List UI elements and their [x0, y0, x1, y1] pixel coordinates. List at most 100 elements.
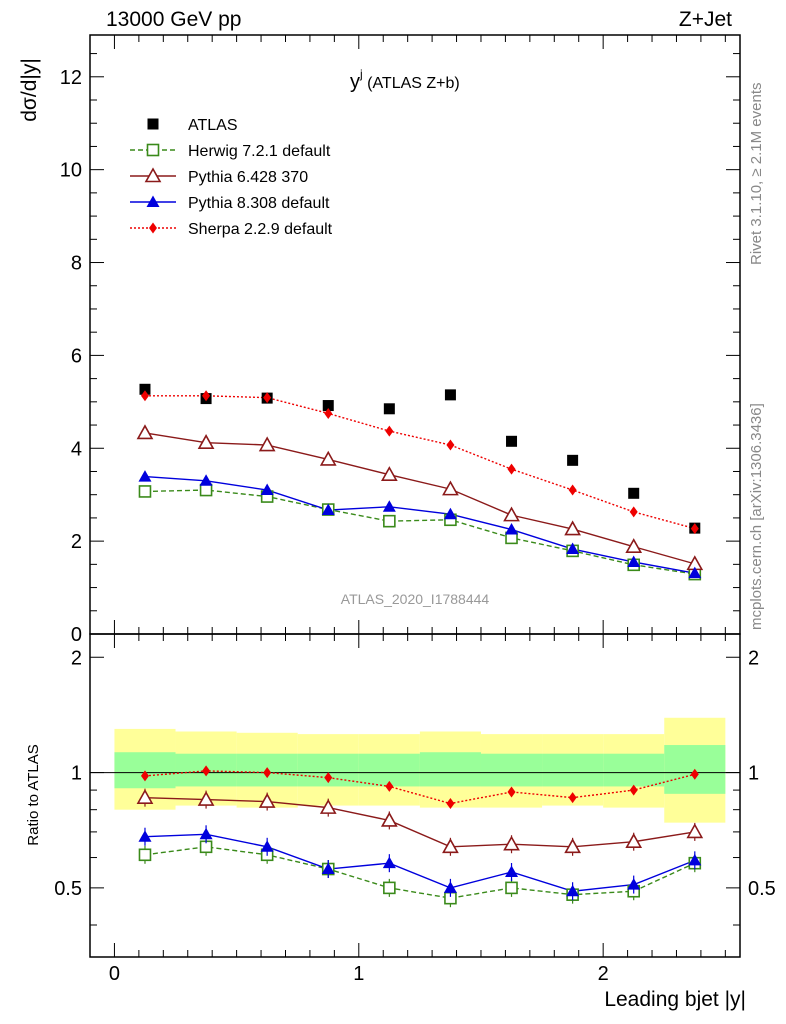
point-atlas: [567, 454, 579, 466]
ratio-point-sherpa-2-2-9-default: [446, 798, 455, 810]
header-energy-label: 13000 GeV pp: [106, 8, 241, 31]
ratio-point-sherpa-2-2-9-default: [140, 770, 149, 782]
ratio-band-inner: [419, 752, 481, 787]
main-y-tick-label: 2: [71, 531, 82, 553]
legend-marker-pythia-8-308-default: [146, 195, 160, 207]
ratio-point-pythia-6-428-370: [380, 811, 398, 827]
point-atlas: [383, 403, 395, 415]
point-sherpa-2-2-9-default: [140, 390, 149, 402]
ratio-point-herwig-7-2-1-default: [138, 848, 152, 862]
point-pythia-8-308-default: [260, 483, 274, 496]
point-pythia-8-308-default: [505, 523, 519, 535]
ratio-point-herwig-7-2-1-default: [383, 881, 396, 895]
ratio-uncertainty-bands: [90, 717, 740, 823]
main-y-axis-label: dσ/d|y|: [18, 58, 41, 122]
main-plot-series: [136, 383, 704, 581]
point-pythia-8-308-default: [443, 507, 457, 520]
point-pythia-8-308-default: [566, 542, 580, 555]
point-pythia-8-308-default: [382, 500, 396, 512]
legend-marker-herwig-7-2-1-default: [146, 143, 160, 157]
ratio-y-tick-label-right: 0.5: [748, 878, 776, 900]
ratio-y-axis-label: Ratio to ATLAS: [25, 744, 42, 845]
legend-label-atlas: ATLAS: [188, 117, 238, 134]
ratio-point-sherpa-2-2-9-default: [324, 772, 333, 784]
legend-marker-sherpa-2-2-9-default: [149, 222, 157, 234]
point-pythia-8-308-default: [321, 503, 335, 516]
point-sherpa-2-2-9-default: [324, 407, 333, 419]
mcplots-side-label: mcplots.cern.ch [arXiv:1306.3436]: [748, 403, 765, 630]
point-sherpa-2-2-9-default: [507, 463, 516, 475]
point-sherpa-2-2-9-default: [690, 523, 699, 535]
ratio-point-pythia-8-308-default: [505, 865, 519, 878]
ratio-point-sherpa-2-2-9-default: [568, 792, 577, 804]
plot-title-rest: (ATLAS Z+b): [363, 75, 460, 92]
plot-title-main: y: [350, 71, 360, 93]
ratio-line-sherpa-2-2-9-default: [144, 770, 695, 805]
point-pythia-6-428-370: [197, 434, 215, 449]
ratio-y-tick-label-right: 1: [748, 763, 759, 785]
ratio-point-pythia-8-308-default: [566, 884, 580, 897]
point-pythia-8-308-default: [138, 470, 152, 482]
ratio-point-pythia-6-428-370: [319, 798, 337, 814]
ratio-y-tick-label: 0.5: [54, 878, 82, 900]
main-y-tick-label: 4: [71, 438, 82, 460]
point-pythia-6-428-370: [258, 436, 276, 452]
legend-label-sherpa-2-2-9-default: Sherpa 2.2.9 default: [188, 221, 333, 238]
point-herwig-7-2-1-default: [383, 514, 396, 528]
point-atlas: [322, 400, 334, 412]
point-herwig-7-2-1-default: [138, 485, 152, 498]
main-y-tick-label: 6: [71, 345, 82, 367]
point-atlas: [628, 487, 640, 499]
ratio-point-pythia-6-428-370: [503, 835, 520, 851]
main-y-tick-label: 12: [60, 67, 82, 89]
ratio-y-tick-label: 2: [71, 647, 82, 669]
point-sherpa-2-2-9-default: [385, 425, 394, 437]
main-y-tick-label: 0: [71, 624, 82, 646]
ratio-plot-frame: [89, 633, 741, 958]
point-pythia-6-428-370: [564, 520, 581, 536]
point-pythia-6-428-370: [319, 450, 337, 466]
point-pythia-6-428-370: [136, 424, 154, 440]
legend-marker-atlas: [147, 118, 159, 130]
legend-label-herwig-7-2-1-default: Herwig 7.2.1 default: [188, 143, 331, 160]
ratio-point-pythia-6-428-370: [564, 838, 581, 854]
ratio-band-inner: [114, 752, 176, 789]
ratio-line-pythia-6-428-370: [144, 796, 695, 848]
point-pythia-6-428-370: [503, 506, 520, 522]
legend: ATLAS Herwig 7.2.1 default Pythia 6.428 37…: [130, 117, 333, 238]
ratio-point-sherpa-2-2-9-default: [202, 765, 211, 777]
ratio-point-sherpa-2-2-9-default: [263, 767, 272, 779]
ratio-point-pythia-8-308-default: [382, 856, 396, 869]
header-process-label: Z+Jet: [679, 8, 732, 31]
line-pythia-6-428-370: [144, 432, 695, 565]
point-sherpa-2-2-9-default: [568, 484, 577, 496]
ratio-point-pythia-6-428-370: [442, 838, 459, 854]
line-sherpa-2-2-9-default: [144, 395, 695, 530]
x-tick-label: 0: [109, 963, 120, 985]
line-pythia-8-308-default: [144, 475, 695, 574]
ratio-point-pythia-8-308-default: [443, 881, 457, 893]
x-tick-label: 1: [353, 963, 364, 985]
ratio-y-tick-label-right: 2: [748, 647, 759, 669]
ratio-point-pythia-8-308-default: [138, 830, 152, 842]
point-pythia-6-428-370: [380, 466, 398, 482]
point-pythia-6-428-370: [625, 538, 643, 554]
ratio-point-pythia-8-308-default: [627, 878, 641, 890]
ratio-point-pythia-8-308-default: [321, 862, 335, 875]
ratio-point-pythia-6-428-370: [625, 833, 643, 848]
ratio-point-pythia-6-428-370: [136, 789, 154, 804]
ratio-point-sherpa-2-2-9-default: [629, 784, 638, 796]
main-y-tick-label: 10: [60, 160, 82, 182]
ratio-point-pythia-8-308-default: [199, 827, 213, 840]
point-pythia-8-308-default: [199, 474, 213, 486]
point-atlas: [139, 383, 151, 395]
ratio-line-herwig-7-2-1-default: [144, 846, 696, 899]
ratio-point-pythia-6-428-370: [197, 790, 215, 806]
point-sherpa-2-2-9-default: [446, 439, 455, 451]
point-atlas: [444, 389, 456, 401]
ratio-plot-series: [136, 765, 704, 908]
point-pythia-8-308-default: [627, 555, 641, 568]
x-axis-label: Leading bjet |y|: [604, 988, 746, 1011]
